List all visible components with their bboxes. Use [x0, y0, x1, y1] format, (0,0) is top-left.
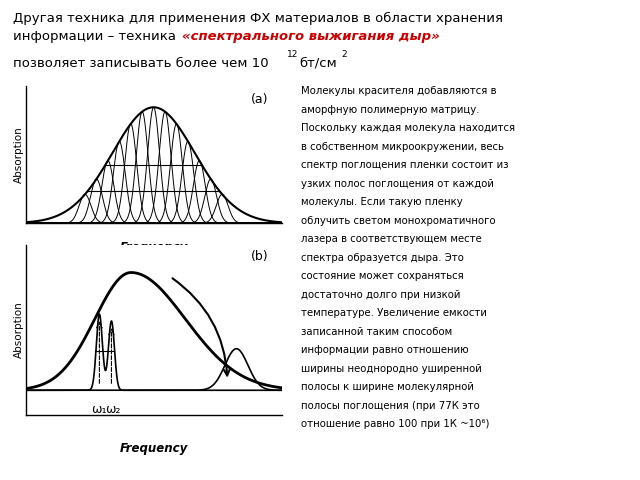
Text: температуре. Увеличение емкости: температуре. Увеличение емкости	[301, 308, 486, 318]
Text: молекулы. Если такую пленку: молекулы. Если такую пленку	[301, 197, 463, 207]
Text: состояние может сохраняться: состояние может сохраняться	[301, 271, 463, 281]
Text: ω₂: ω₂	[105, 403, 120, 416]
Text: узких полос поглощения от каждой: узких полос поглощения от каждой	[301, 179, 493, 189]
Text: информации – техника: информации – техника	[13, 30, 180, 43]
Text: записанной таким способом: записанной таким способом	[301, 326, 452, 336]
Text: 12: 12	[287, 50, 298, 60]
Text: (a): (a)	[251, 93, 268, 106]
Text: аморфную полимерную матрицу.: аморфную полимерную матрицу.	[301, 105, 479, 115]
Text: достаточно долго при низкой: достаточно долго при низкой	[301, 290, 460, 300]
Text: Поскольку каждая молекула находится: Поскольку каждая молекула находится	[301, 123, 515, 133]
Text: позволяет записывать более чем 10: позволяет записывать более чем 10	[13, 57, 268, 70]
Text: спектр поглощения пленки состоит из: спектр поглощения пленки состоит из	[301, 160, 508, 170]
Text: лазера в соответствующем месте: лазера в соответствующем месте	[301, 234, 481, 244]
Text: полосы поглощения (при 77К это: полосы поглощения (при 77К это	[301, 400, 479, 410]
Text: полосы к ширине молекулярной: полосы к ширине молекулярной	[301, 382, 474, 392]
Text: ω₁: ω₁	[91, 403, 106, 416]
Text: Другая техника для применения ФХ материалов в области хранения: Другая техника для применения ФХ материа…	[13, 12, 503, 25]
Y-axis label: Absorption: Absorption	[14, 301, 24, 359]
Y-axis label: Absorption: Absorption	[14, 126, 24, 183]
Text: (b): (b)	[251, 250, 269, 263]
Text: облучить светом монохроматичного: облучить светом монохроматичного	[301, 216, 495, 226]
Text: Молекулы красителя добавляются в: Молекулы красителя добавляются в	[301, 86, 496, 96]
Text: информации равно отношению: информации равно отношению	[301, 345, 468, 355]
Text: бт/см: бт/см	[300, 57, 337, 70]
Text: спектра образуется дыра. Это: спектра образуется дыра. Это	[301, 252, 463, 263]
Text: Frequency: Frequency	[120, 241, 188, 254]
Text: отношение равно 100 при 1К ~10⁶): отношение равно 100 при 1К ~10⁶)	[301, 419, 490, 429]
Text: Frequency: Frequency	[120, 442, 188, 455]
Text: 2: 2	[342, 50, 348, 60]
Text: ширины неоднородно уширенной: ширины неоднородно уширенной	[301, 364, 481, 373]
Text: в собственном микроокружении, весь: в собственном микроокружении, весь	[301, 142, 504, 152]
Text: «спектрального выжигания дыр»: «спектрального выжигания дыр»	[182, 30, 440, 43]
